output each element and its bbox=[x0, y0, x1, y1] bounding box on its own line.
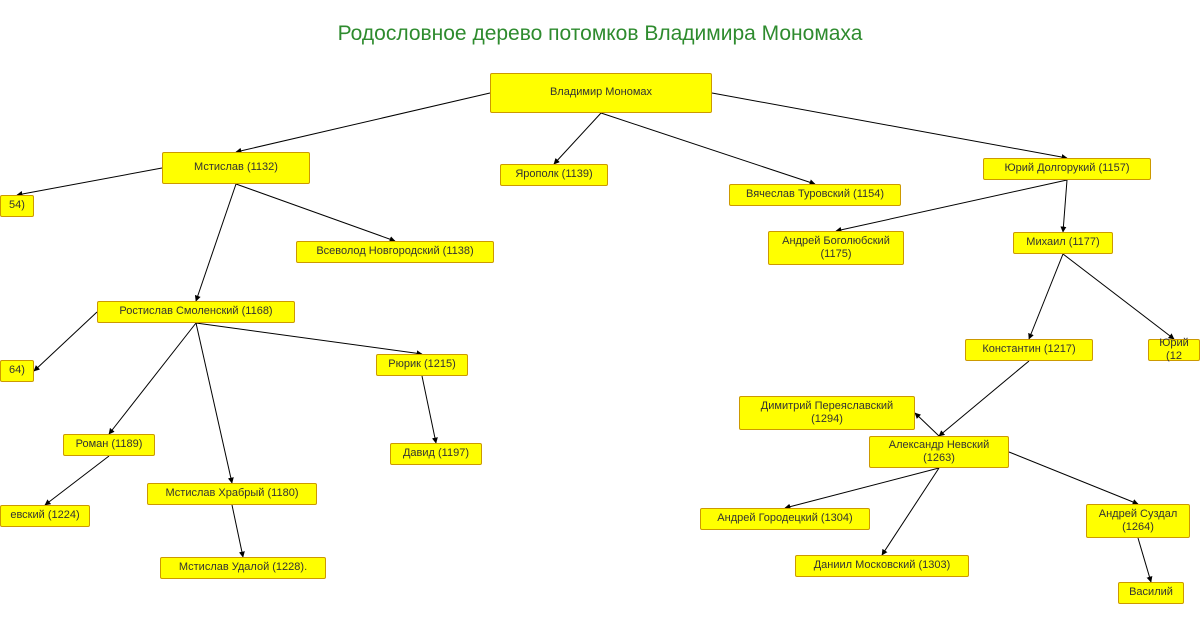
tree-edge bbox=[1138, 538, 1151, 582]
tree-edge bbox=[1029, 254, 1063, 339]
tree-node: Александр Невский (1263) bbox=[869, 436, 1009, 468]
tree-node: Андрей Суздал (1264) bbox=[1086, 504, 1190, 538]
tree-edge bbox=[236, 184, 395, 241]
tree-edge bbox=[1009, 452, 1138, 504]
tree-edge bbox=[554, 113, 601, 164]
tree-node: Андрей Городецкий (1304) bbox=[700, 508, 870, 530]
tree-node: Димитрий Переяславский (1294) bbox=[739, 396, 915, 430]
tree-node: Ярополк (1139) bbox=[500, 164, 608, 186]
tree-edge bbox=[1063, 180, 1067, 232]
tree-edge bbox=[232, 505, 243, 557]
tree-node: Всеволод Новгородский (1138) bbox=[296, 241, 494, 263]
tree-edge bbox=[196, 323, 232, 483]
tree-edge bbox=[196, 323, 422, 354]
tree-node: Андрей Боголюбский (1175) bbox=[768, 231, 904, 265]
tree-node: Юрий Долгорукий (1157) bbox=[983, 158, 1151, 180]
tree-node: Даниил Московский (1303) bbox=[795, 555, 969, 577]
tree-node: Давид (1197) bbox=[390, 443, 482, 465]
tree-edge bbox=[422, 376, 436, 443]
tree-node: Мстислав Храбрый (1180) bbox=[147, 483, 317, 505]
tree-node: Мстислав Удалой (1228). bbox=[160, 557, 326, 579]
tree-node: 64) bbox=[0, 360, 34, 382]
tree-edge bbox=[1063, 254, 1174, 339]
tree-node: Рюрик (1215) bbox=[376, 354, 468, 376]
tree-node: Ростислав Смоленский (1168) bbox=[97, 301, 295, 323]
tree-edge bbox=[196, 184, 236, 301]
tree-edge bbox=[882, 468, 939, 555]
tree-edge bbox=[17, 168, 162, 195]
tree-node: Михаил (1177) bbox=[1013, 232, 1113, 254]
tree-node: Юрий (12 bbox=[1148, 339, 1200, 361]
tree-node: Константин (1217) bbox=[965, 339, 1093, 361]
tree-node: 54) bbox=[0, 195, 34, 217]
tree-edge bbox=[785, 468, 939, 508]
tree-node: евский (1224) bbox=[0, 505, 90, 527]
tree-node: Владимир Мономах bbox=[490, 73, 712, 113]
tree-node: Василий bbox=[1118, 582, 1184, 604]
tree-node: Вячеслав Туровский (1154) bbox=[729, 184, 901, 206]
tree-edge bbox=[712, 93, 1067, 158]
tree-edge bbox=[45, 456, 109, 505]
tree-edge bbox=[915, 413, 939, 436]
tree-edge bbox=[236, 93, 490, 152]
tree-edge bbox=[939, 361, 1029, 436]
tree-node: Роман (1189) bbox=[63, 434, 155, 456]
tree-edge bbox=[601, 113, 815, 184]
diagram-title: Родословное дерево потомков Владимира Мо… bbox=[0, 22, 1200, 46]
tree-node: Мстислав (1132) bbox=[162, 152, 310, 184]
tree-edge bbox=[109, 323, 196, 434]
tree-edge bbox=[34, 312, 97, 371]
